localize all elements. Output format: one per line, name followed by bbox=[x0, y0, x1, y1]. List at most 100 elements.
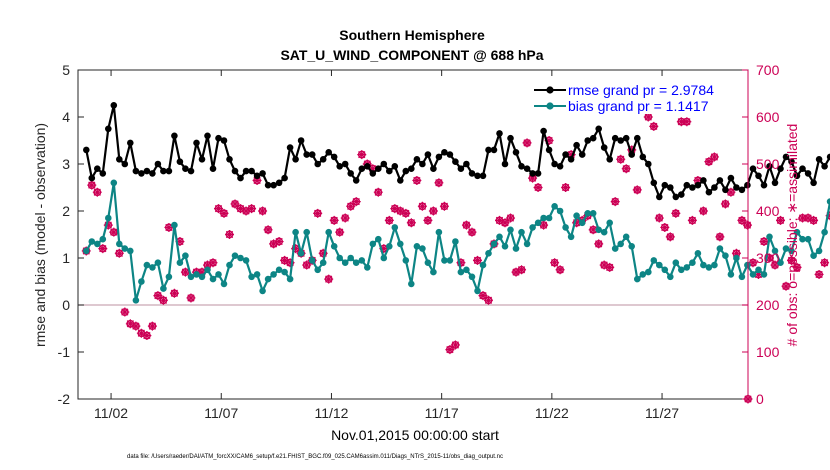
assimilated-obs-point bbox=[406, 218, 416, 228]
assimilated-obs-point bbox=[720, 199, 730, 209]
rmse-point bbox=[182, 165, 189, 172]
bias-point bbox=[656, 261, 663, 269]
bias-point bbox=[617, 240, 624, 248]
rmse-point bbox=[678, 191, 685, 198]
rmse-point bbox=[573, 141, 580, 149]
bias-point bbox=[645, 268, 652, 276]
bias-point bbox=[430, 268, 437, 276]
bias-point bbox=[457, 268, 465, 276]
assimilated-obs-point bbox=[665, 232, 675, 242]
assimilated-obs-point bbox=[153, 291, 163, 301]
bias-series bbox=[83, 179, 830, 304]
bias-point bbox=[496, 233, 503, 241]
assimilated-obs-point bbox=[610, 197, 620, 207]
bias-point bbox=[94, 240, 101, 248]
bias-point bbox=[116, 240, 123, 248]
bias-point bbox=[441, 257, 448, 264]
bias-point bbox=[182, 252, 189, 259]
bias-point bbox=[149, 264, 156, 271]
bias-point bbox=[121, 245, 129, 252]
assimilated-obs-point bbox=[550, 258, 560, 268]
rmse-point bbox=[749, 165, 757, 172]
bias-point bbox=[132, 297, 140, 304]
y-axis-label: rmse and bias (model - observation) bbox=[32, 123, 48, 347]
assimilated-obs-point bbox=[461, 220, 471, 230]
x-tick-label: 11/02 bbox=[94, 405, 128, 421]
rmse-point bbox=[375, 165, 382, 172]
rmse-point bbox=[270, 181, 277, 189]
rmse-point bbox=[259, 170, 266, 177]
bias-point bbox=[678, 266, 685, 274]
rmse-point bbox=[556, 163, 564, 170]
bias-point bbox=[529, 224, 536, 231]
assimilated-obs-point bbox=[533, 183, 543, 192]
y-tick-label: 1 bbox=[62, 250, 70, 266]
assimilated-obs-point bbox=[809, 215, 819, 225]
assimilated-obs-point bbox=[412, 175, 422, 185]
rmse-point bbox=[176, 158, 184, 165]
assimilated-obs-point bbox=[500, 218, 510, 228]
bias-point bbox=[209, 275, 217, 283]
rmse-point bbox=[523, 165, 531, 172]
bias-point bbox=[815, 247, 823, 255]
rmse-point bbox=[744, 181, 751, 189]
assimilated-obs-point bbox=[87, 180, 97, 190]
rmse-point bbox=[490, 146, 498, 154]
bias-point bbox=[319, 259, 327, 267]
y-tick-label: 5 bbox=[62, 62, 70, 78]
bias-point bbox=[297, 250, 305, 257]
bias-point bbox=[672, 259, 680, 267]
assimilated-obs-point bbox=[792, 262, 802, 272]
assimilated-obs-point bbox=[258, 206, 268, 216]
rmse-point bbox=[132, 167, 140, 175]
assimilated-obs-point bbox=[335, 227, 345, 237]
assimilated-obs-point bbox=[742, 220, 752, 230]
assimilated-obs-point bbox=[506, 213, 516, 223]
rmse-point bbox=[341, 160, 349, 168]
bias-point bbox=[88, 238, 96, 245]
rmse-point bbox=[656, 193, 663, 201]
bias-point bbox=[490, 240, 498, 248]
bias-point bbox=[397, 240, 404, 248]
rmse-point bbox=[722, 186, 729, 194]
bias-point bbox=[171, 221, 178, 229]
rmse-point bbox=[689, 184, 696, 191]
bias-point bbox=[105, 214, 112, 222]
bias-point bbox=[347, 254, 355, 262]
rmse-point bbox=[788, 158, 795, 165]
bias-point bbox=[716, 245, 724, 252]
bias-point bbox=[567, 233, 575, 241]
bias-point bbox=[804, 235, 812, 243]
assimilated-obs-point bbox=[445, 345, 455, 355]
bias-point bbox=[534, 219, 542, 227]
bias-point bbox=[413, 243, 421, 250]
rmse-point bbox=[386, 167, 393, 175]
legend-bias-swatch-marker bbox=[546, 102, 554, 110]
assimilated-obs-point bbox=[120, 307, 130, 317]
bias-point bbox=[275, 266, 283, 274]
rmse-point bbox=[220, 137, 228, 144]
bias-point bbox=[694, 250, 702, 257]
assimilated-obs-point bbox=[748, 258, 758, 268]
bias-point bbox=[330, 243, 338, 250]
assimilated-obs-point bbox=[698, 206, 708, 216]
assimilated-obs-point bbox=[324, 274, 334, 284]
rmse-point bbox=[209, 165, 217, 172]
assimilated-obs-point bbox=[654, 213, 664, 223]
assimilated-obs-point bbox=[346, 201, 356, 211]
rmse-point bbox=[501, 160, 509, 168]
bias-point bbox=[127, 247, 134, 255]
bias-point bbox=[226, 261, 233, 269]
bias-point bbox=[578, 219, 586, 227]
bias-point bbox=[452, 238, 459, 245]
rmse-point bbox=[242, 167, 250, 175]
bias-point bbox=[474, 287, 481, 295]
rmse-point bbox=[391, 163, 399, 170]
bias-point bbox=[793, 228, 801, 236]
rmse-point bbox=[292, 156, 299, 163]
bias-point bbox=[573, 212, 580, 219]
y-tick-label: 2 bbox=[62, 203, 70, 219]
rmse-point bbox=[105, 125, 112, 133]
rmse-point bbox=[99, 170, 107, 177]
rmse-point bbox=[777, 165, 784, 172]
